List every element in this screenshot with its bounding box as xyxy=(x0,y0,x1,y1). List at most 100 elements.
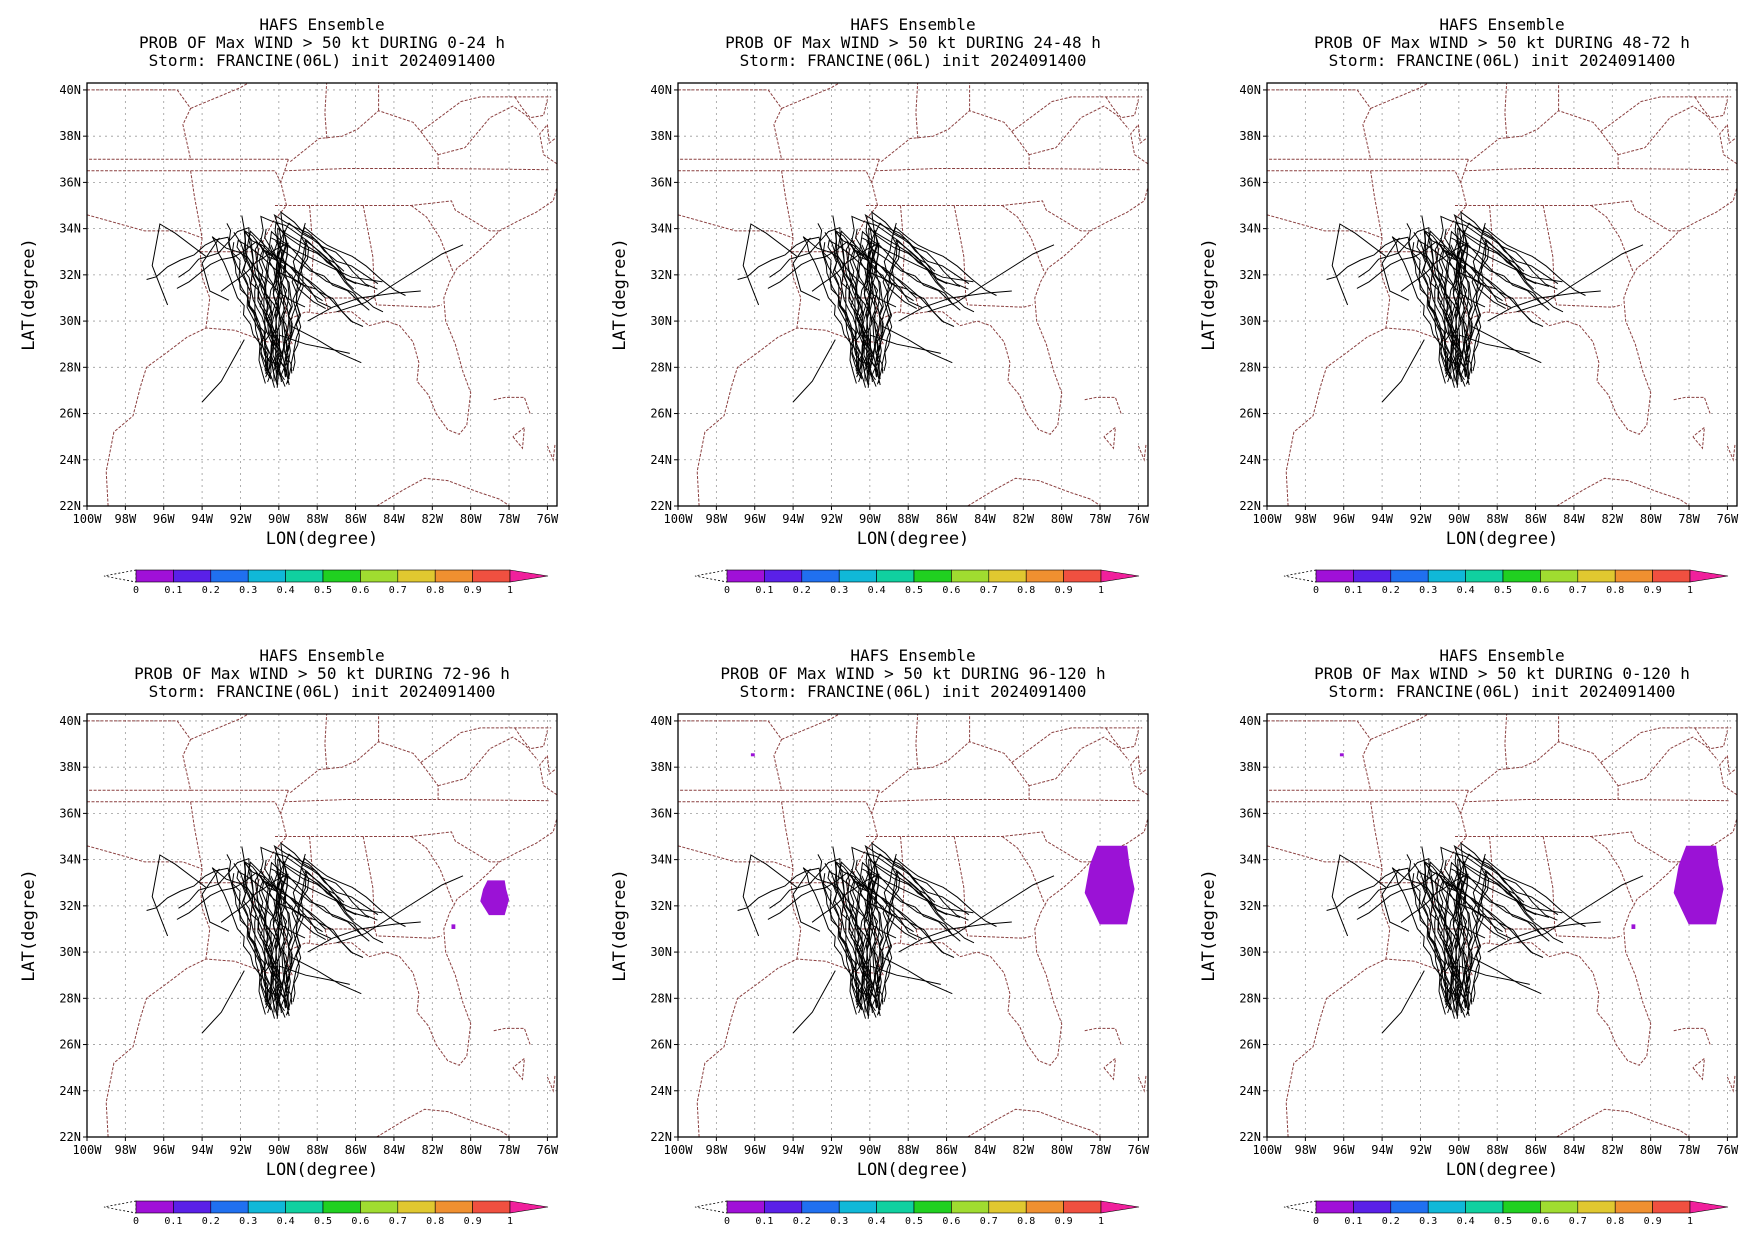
ensemble-track xyxy=(201,237,230,301)
state-boundary xyxy=(190,801,282,814)
coastline xyxy=(1719,754,1737,796)
coastline xyxy=(1673,396,1711,414)
state-boundary xyxy=(420,762,439,800)
colorbar: 0 0.1 0.2 0.3 0.4 0.5 0.6 0.7 0.8 0.9 1 xyxy=(694,569,1140,596)
lon-tick-label: 76W xyxy=(537,1143,559,1157)
colorbar-segment xyxy=(764,1200,803,1214)
colorbar-label: 0.5 xyxy=(905,1216,923,1227)
colorbar-label: 0.3 xyxy=(1419,1216,1437,1227)
ensemble-track xyxy=(265,842,379,1005)
ensemble-track xyxy=(151,854,207,937)
state-boundary xyxy=(289,110,422,162)
lon-tick-label: 80W xyxy=(1640,512,1662,526)
ensemble-track xyxy=(257,868,272,1011)
state-boundary xyxy=(87,845,203,870)
colorbar-segment xyxy=(1063,1200,1102,1214)
colorbar-segment xyxy=(1577,569,1616,583)
state-boundary xyxy=(781,83,841,109)
lon-tick-label: 88W xyxy=(897,512,919,526)
state-boundary xyxy=(190,170,282,183)
ensemble-track xyxy=(201,868,230,932)
state-boundary xyxy=(965,928,1034,939)
panel-title-line2: PROB OF Max WIND > 50 kt DURING 72-96 h xyxy=(134,664,510,683)
state-boundary xyxy=(1600,96,1732,132)
colorbar-segment xyxy=(210,569,249,583)
state-boundary xyxy=(1617,736,1719,787)
state-boundary xyxy=(1105,727,1139,750)
colorbar-label: 0.6 xyxy=(942,585,960,596)
ensemble-track xyxy=(270,868,383,914)
ensemble-track xyxy=(1381,237,1410,301)
state-boundary xyxy=(1001,205,1045,273)
ensemble-track xyxy=(927,875,1055,944)
colorbar: 0 0.1 0.2 0.3 0.4 0.5 0.6 0.7 0.8 0.9 1 xyxy=(694,1200,1140,1227)
colorbar-label: 0.9 xyxy=(464,585,482,596)
panel-title-line3: Storm: FRANCINE(06L) init 2024091400 xyxy=(149,682,496,701)
ensemble-track xyxy=(270,237,383,283)
lon-tick-label: 86W xyxy=(1525,1143,1547,1157)
ensemble-track xyxy=(265,211,379,374)
ensemble-track xyxy=(1443,227,1550,386)
lat-tick-label: 34N xyxy=(1239,853,1261,867)
colorbar-label: 0.4 xyxy=(1457,585,1475,596)
ensemble-track xyxy=(881,325,953,364)
state-boundary xyxy=(678,720,880,791)
panel-title-line1: HAFS Ensemble xyxy=(259,15,384,34)
colorbar: 0 0.1 0.2 0.3 0.4 0.5 0.6 0.7 0.8 0.9 1 xyxy=(103,1200,549,1227)
lat-tick-label: 40N xyxy=(1239,714,1261,728)
ensemble-track xyxy=(290,325,362,364)
map-frame xyxy=(86,82,558,507)
colorbar-segment xyxy=(173,1200,212,1214)
ensemble-track xyxy=(817,223,857,384)
colorbar-segment xyxy=(1540,569,1579,583)
ensemble-track xyxy=(1487,290,1601,322)
colorbar-segment xyxy=(764,569,803,583)
colorbar-segment xyxy=(951,569,990,583)
ensemble-track xyxy=(874,857,997,1008)
lat-tick-label: 26N xyxy=(1239,1038,1261,1052)
x-axis-label: LON(degree) xyxy=(857,529,970,549)
ensemble-track xyxy=(865,863,876,1013)
colorbar-label: 0.9 xyxy=(1055,1216,1073,1227)
colorbar-segment xyxy=(1652,569,1691,583)
lon-tick-label: 90W xyxy=(859,1143,881,1157)
ensemble-track xyxy=(1406,854,1446,1015)
coastline xyxy=(1556,477,1691,506)
colorbar-label: 0.8 xyxy=(1017,1216,1035,1227)
state-boundary xyxy=(678,89,880,160)
ensemble-track xyxy=(1411,242,1451,379)
ensemble-track xyxy=(1516,875,1644,944)
state-boundary xyxy=(410,836,454,904)
coastline xyxy=(1692,1057,1706,1081)
lon-tick-label: 96W xyxy=(1333,512,1355,526)
colorbar-segment xyxy=(1353,1200,1392,1214)
colorbar-over-arrow xyxy=(1689,1200,1729,1214)
lat-tick-label: 40N xyxy=(650,83,672,97)
lat-tick-label: 40N xyxy=(59,83,81,97)
lat-tick-label: 30N xyxy=(650,945,672,959)
ensemble-track xyxy=(226,854,266,1015)
y-axis-label: LAT(degree) xyxy=(1199,869,1219,982)
state-boundary xyxy=(1267,89,1469,160)
ensemble-track xyxy=(273,844,357,1017)
ensemble-track xyxy=(817,854,857,1015)
ensemble-track xyxy=(290,956,362,995)
state-boundary xyxy=(866,831,1091,863)
y-axis-label: LAT(degree) xyxy=(19,869,39,982)
map-frame xyxy=(677,713,1149,1138)
lon-tick-label: 88W xyxy=(306,1143,328,1157)
state-boundary xyxy=(374,297,443,308)
ensemble-track xyxy=(274,863,285,1013)
colorbar-segment xyxy=(434,1200,473,1214)
ensemble-track xyxy=(1460,241,1487,376)
lat-tick-label: 30N xyxy=(59,314,81,328)
state-boundary xyxy=(875,799,1141,803)
ensemble-track xyxy=(861,868,974,914)
state-boundary xyxy=(1028,736,1130,787)
coastline xyxy=(1285,186,1737,506)
lat-tick-label: 32N xyxy=(59,268,81,282)
lat-tick-label: 38N xyxy=(59,129,81,143)
colorbar-label: 0 xyxy=(724,585,730,596)
state-boundary xyxy=(1694,727,1728,750)
ensemble-track xyxy=(265,250,364,388)
